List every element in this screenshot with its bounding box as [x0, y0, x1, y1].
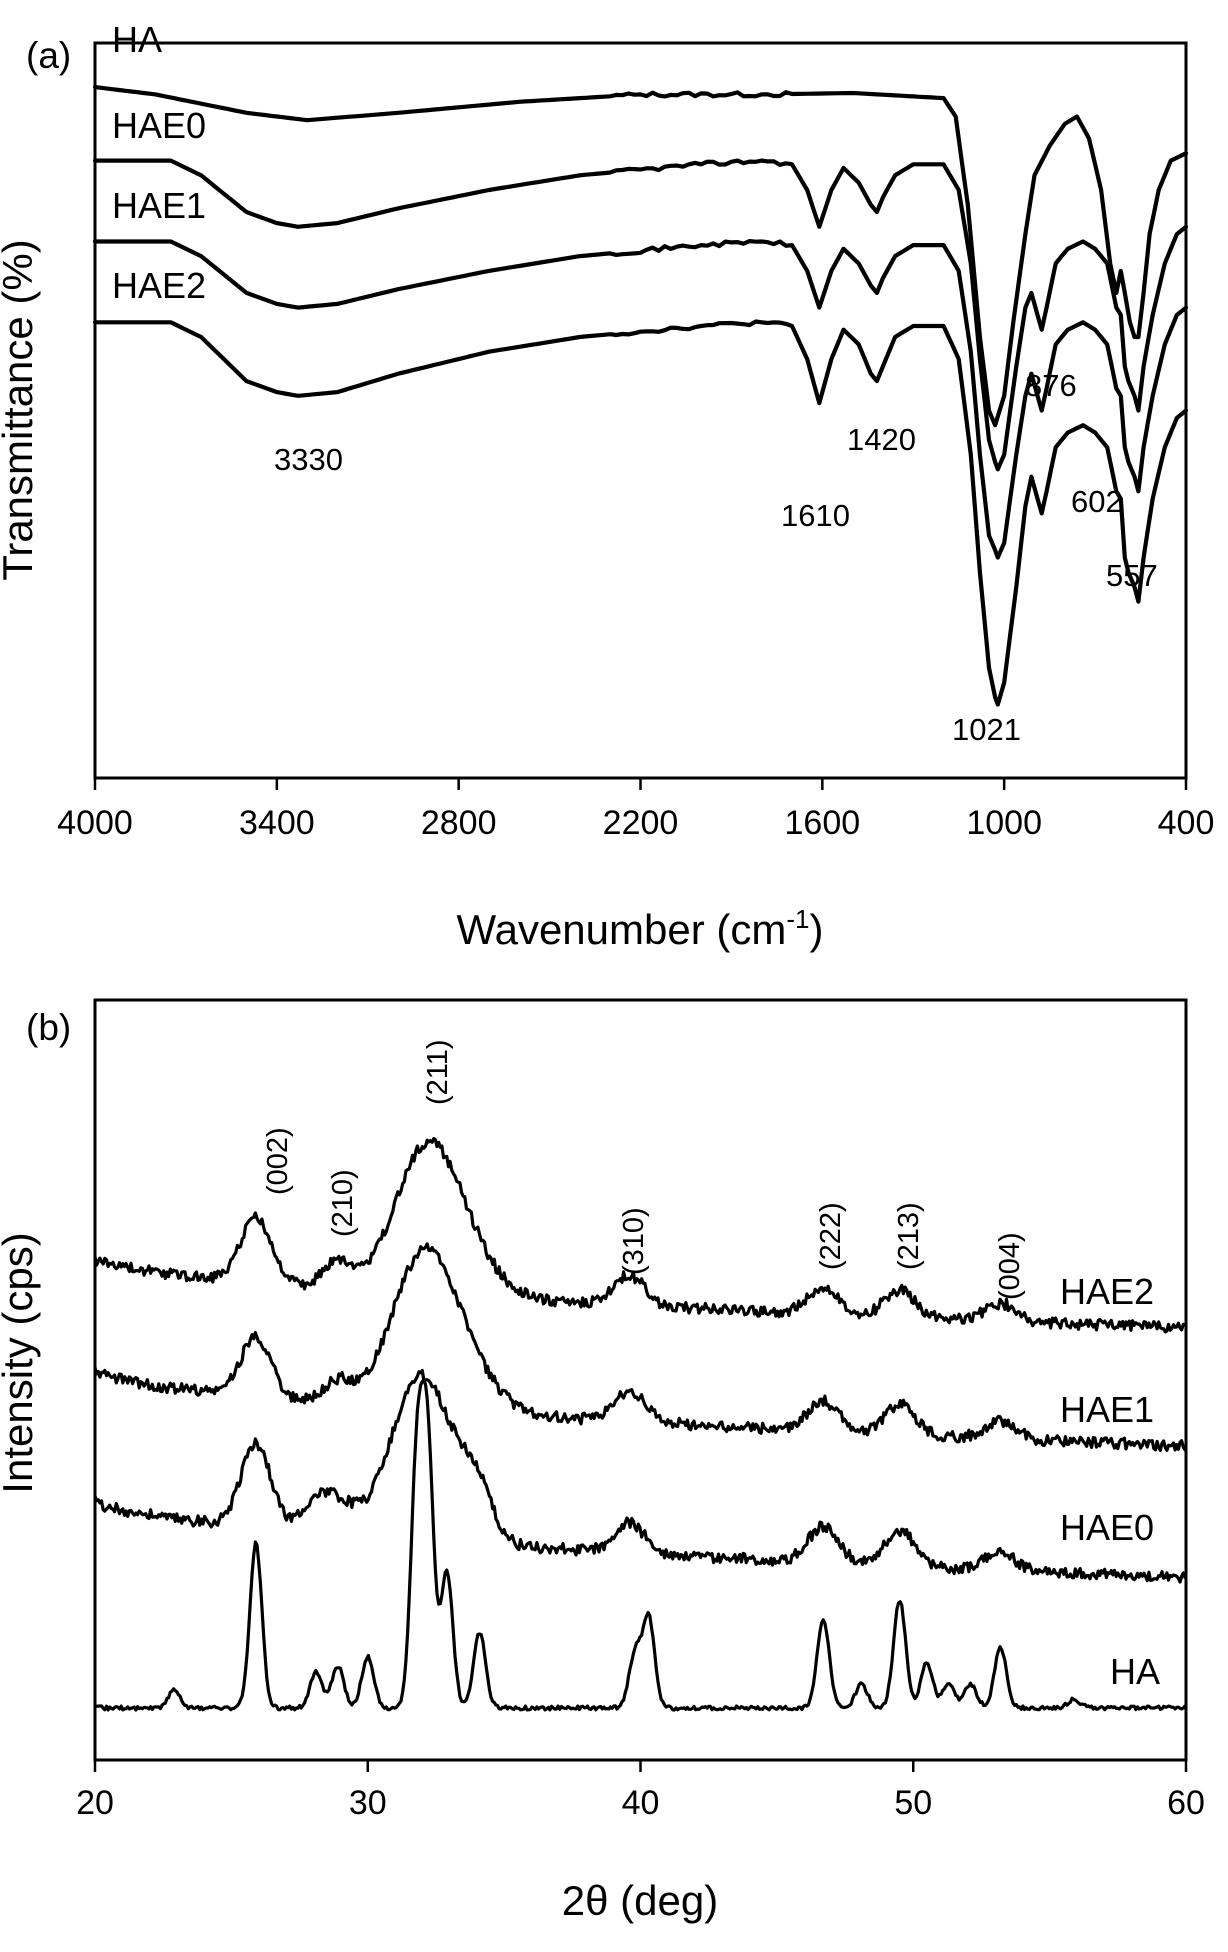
peak-label-602: 602 [1071, 484, 1123, 519]
xrd-curve-ha [93, 1378, 1187, 1712]
hkl-label-310: (310) [618, 1207, 650, 1275]
xrd-x-axis-title: 2θ (deg) [562, 1877, 718, 1924]
ftir-x-tick-label: 1600 [785, 804, 861, 842]
xrd-x-tick-label: 40 [622, 1784, 660, 1822]
ftir-x-tick-label: 3400 [239, 804, 315, 842]
xrd-curves [93, 1136, 1187, 1712]
ftir-curve-ha [92, 84, 1189, 428]
panel-label-b: (b) [26, 1007, 71, 1048]
xrd-series-label-hae0: HAE0 [1060, 1507, 1154, 1548]
ftir-x-ticks: 4000 3400 2800 2200 1600 1000 400 [57, 778, 1214, 842]
hkl-label-210: (210) [327, 1169, 359, 1237]
ftir-x-axis-title: Wavenumber (cm-1) [457, 904, 824, 953]
peak-label-1021: 1021 [952, 712, 1021, 747]
ftir-x-tick-label: 4000 [57, 804, 133, 842]
peak-label-876: 876 [1025, 368, 1077, 403]
ftir-x-tick-label: 1000 [966, 804, 1042, 842]
peak-label-557: 557 [1106, 558, 1158, 593]
xrd-x-tick-label: 50 [894, 1784, 932, 1822]
peak-label-1610: 1610 [781, 498, 850, 533]
hkl-label-213: (213) [893, 1202, 925, 1270]
ftir-x-tick-label: 2200 [603, 804, 679, 842]
hkl-label-211: (211) [422, 1039, 454, 1105]
hkl-label-002: (002) [262, 1127, 294, 1195]
xrd-curve-hae0 [93, 1368, 1187, 1584]
ftir-series-label-hae1: HAE1 [112, 185, 206, 226]
ftir-series-label-ha: HA [112, 19, 162, 60]
hkl-label-004: (004) [994, 1232, 1026, 1300]
ftir-curves [92, 84, 1189, 707]
xrd-panel: (b) 20 30 40 50 60 HAE2 HAE1 HAE0 HA (002) (… [0, 998, 1205, 1924]
ftir-y-axis-title: Transmittance (%) [0, 239, 41, 581]
ftir-panel: (a) 4000 3400 2800 2200 1600 1000 400 HA HAE0 … [0, 19, 1214, 953]
hkl-label-222: (222) [815, 1202, 847, 1270]
ftir-curve-hae0 [92, 158, 1189, 472]
xrd-series-label-hae2: HAE2 [1060, 1271, 1154, 1312]
xrd-x-ticks: 20 30 40 50 60 [76, 1760, 1205, 1822]
ftir-curve-hae2 [92, 319, 1189, 707]
ftir-x-tick-label: 400 [1158, 804, 1215, 842]
xrd-curve-hae1 [93, 1242, 1187, 1453]
ftir-series-label-hae0: HAE0 [112, 105, 206, 146]
xrd-x-tick-label: 20 [76, 1784, 114, 1822]
xrd-x-tick-label: 60 [1167, 1784, 1205, 1822]
xrd-series-label-ha: HA [1110, 1651, 1160, 1692]
xrd-series-label-hae1: HAE1 [1060, 1389, 1154, 1430]
ftir-x-tick-label: 2800 [421, 804, 497, 842]
xrd-plot-frame [93, 998, 1188, 1762]
panel-label-a: (a) [26, 35, 71, 76]
xrd-y-axis-title: Intensity (cps) [0, 1232, 41, 1493]
xrd-x-tick-label: 30 [349, 1784, 387, 1822]
ftir-series-label-hae2: HAE2 [112, 265, 206, 306]
xrd-curve-hae2 [93, 1136, 1187, 1334]
peak-label-1420: 1420 [847, 422, 916, 457]
ftir-curve-hae1 [92, 239, 1189, 560]
peak-label-3330: 3330 [274, 442, 343, 477]
